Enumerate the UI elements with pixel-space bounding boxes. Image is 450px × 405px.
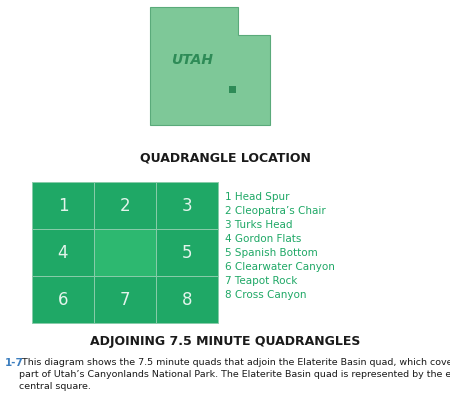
Text: This diagram shows the 7.5 minute quads that adjoin the Elaterite Basin quad, wh: This diagram shows the 7.5 minute quads … (19, 357, 450, 390)
Text: 3: 3 (182, 197, 192, 215)
Text: 8: 8 (182, 291, 192, 309)
Text: 3 Turks Head: 3 Turks Head (225, 220, 292, 230)
Text: QUADRANGLE LOCATION: QUADRANGLE LOCATION (140, 151, 310, 164)
Text: 2: 2 (120, 197, 130, 215)
Text: 8 Cross Canyon: 8 Cross Canyon (225, 289, 306, 299)
Bar (156, 183, 218, 230)
Bar (32, 183, 94, 230)
Bar (32, 230, 94, 276)
Text: 2 Cleopatra’s Chair: 2 Cleopatra’s Chair (225, 205, 326, 215)
Bar (94, 276, 156, 323)
Bar (32, 276, 94, 323)
Text: 6: 6 (58, 291, 68, 309)
Text: 5: 5 (182, 244, 192, 262)
Bar (94, 230, 156, 276)
Text: 5 Spanish Bottom: 5 Spanish Bottom (225, 247, 318, 257)
Text: ADJOINING 7.5 MINUTE QUADRANGLES: ADJOINING 7.5 MINUTE QUADRANGLES (90, 335, 360, 347)
Bar (229, 86, 235, 93)
Text: 7: 7 (120, 291, 130, 309)
Text: 7 Teapot Rock: 7 Teapot Rock (225, 275, 297, 285)
Polygon shape (150, 8, 270, 126)
Text: 4 Gordon Flats: 4 Gordon Flats (225, 233, 302, 243)
Text: 1: 1 (58, 197, 68, 215)
Text: 6 Clearwater Canyon: 6 Clearwater Canyon (225, 261, 335, 271)
Text: 4: 4 (58, 244, 68, 262)
Text: 1 Head Spur: 1 Head Spur (225, 192, 289, 202)
Bar (156, 230, 218, 276)
Bar (156, 276, 218, 323)
Bar (94, 183, 156, 230)
Text: UTAH: UTAH (171, 53, 213, 67)
Text: 1-7: 1-7 (5, 357, 24, 367)
